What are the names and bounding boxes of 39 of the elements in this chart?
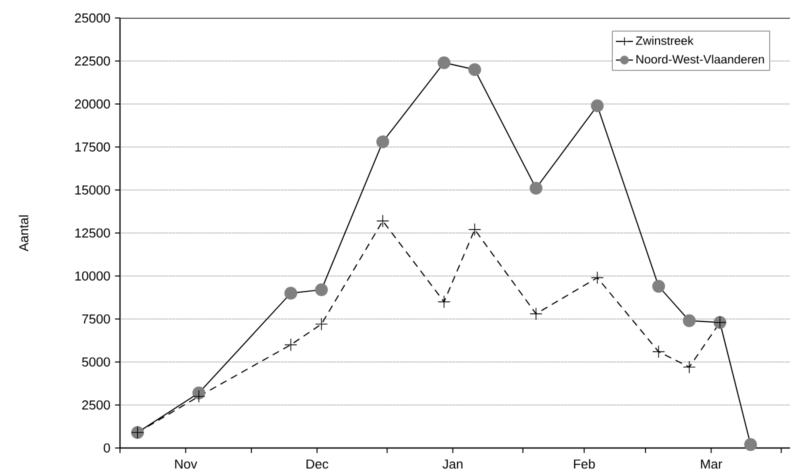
point (652, 345, 666, 358)
y-tick-label: 0 (104, 443, 110, 453)
y-tick-label: 15000 (75, 185, 110, 195)
point (530, 307, 542, 320)
point (590, 271, 604, 284)
x-tick-label: Nov (175, 460, 198, 469)
y-tick-label: 7500 (82, 314, 110, 324)
point (192, 390, 206, 403)
point (682, 314, 696, 328)
point (438, 295, 450, 308)
x-tick-label: Mar (701, 460, 722, 469)
x-tick-label: Dec (306, 460, 328, 469)
y-axis-title: Aantal (18, 215, 28, 252)
point (376, 214, 390, 228)
point (438, 56, 450, 70)
point (744, 438, 757, 451)
point (682, 360, 696, 374)
point (315, 283, 328, 296)
point (376, 135, 390, 148)
point (652, 280, 666, 293)
point (468, 63, 482, 76)
y-tick-label: 20000 (74, 99, 110, 109)
y-tick-label: 25000 (74, 13, 110, 23)
point (315, 318, 328, 331)
y-tick-label: 22500 (74, 56, 110, 66)
y-tick-label: 2500 (82, 400, 110, 410)
point (590, 99, 604, 112)
point (284, 286, 298, 300)
y-tick-label: 10000 (75, 271, 110, 281)
point (284, 338, 298, 352)
legend-label: Zwinstreek (636, 36, 694, 45)
y-tick-label: 12500 (75, 228, 110, 238)
y-tick-label: 17500 (75, 142, 110, 152)
y-tick-label: 5000 (82, 357, 110, 367)
x-tick-label: Jan (442, 460, 462, 469)
legend-label: Noord-West-Vlaanderen (636, 54, 764, 64)
x-tick-label: Feb (574, 459, 595, 469)
point (530, 182, 542, 195)
point (468, 223, 482, 236)
